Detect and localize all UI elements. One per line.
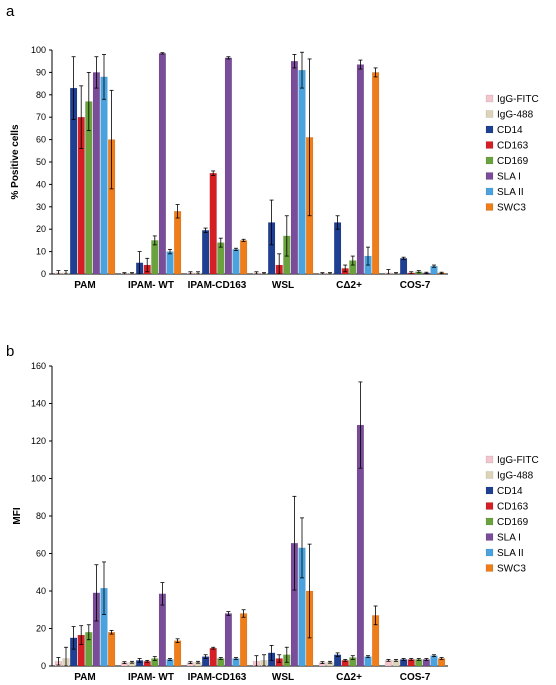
chart-a: 0 10 20 30 40 50 60 70 80 90 100 % Positive cells PA…: [10, 45, 539, 291]
chart-a-y-tick-label: 30: [36, 202, 46, 212]
chart-a-legend-label: SWC3: [497, 203, 526, 214]
chart-a-bar: [166, 251, 174, 275]
chart-a-y-tick-label: 70: [36, 112, 46, 122]
chart-b-category-label: IPAM- WT: [128, 672, 174, 683]
chart-a-y-tick-label: 80: [36, 90, 46, 100]
chart-b-y-tick-label: 0: [41, 661, 46, 671]
chart-b-y-tick-label: 80: [36, 511, 46, 521]
chart-a-legend-swatch: [485, 141, 494, 149]
chart-b-legend-label: CD169: [497, 517, 529, 528]
chart-a-category-label: WSL: [272, 280, 294, 291]
chart-a-legend-swatch: [485, 203, 494, 211]
chart-b-legend-swatch: [485, 517, 494, 526]
chart-a-legend-swatch: [485, 94, 494, 103]
chart-a-legend-swatch: [485, 156, 494, 165]
chart-a-bar: [209, 172, 217, 275]
panel-letter-a: a: [6, 3, 15, 20]
chart-b-bar: [209, 647, 217, 667]
chart-b-legend-label: IgG-488: [497, 471, 534, 482]
chart-a-bar: [232, 249, 240, 275]
chart-b-y-tick-label: 20: [36, 624, 46, 634]
chart-b-legend-swatch: [485, 471, 494, 479]
chart-b-legend-swatch: [485, 533, 494, 541]
chart-a-y-tick-label: 100: [31, 45, 46, 55]
chart-a-legend-label: SLA I: [497, 172, 521, 183]
chart-b-legend-swatch: [485, 455, 494, 464]
chart-b-legend-label: IgG-FITC: [497, 455, 539, 466]
chart-a-legend-label: IgG-FITC: [497, 94, 539, 105]
chart-a-legend-label: CD169: [497, 156, 529, 167]
chart-b-legend-label: SLA II: [497, 548, 524, 559]
chart-a-bar: [298, 69, 306, 275]
chart-a-legend-swatch: [485, 125, 494, 134]
chart-b-y-axis-title: MFI: [12, 507, 23, 524]
chart-a-legend-swatch: [485, 187, 494, 196]
chart-a-category-label: COS-7: [400, 280, 431, 291]
chart-a-bar: [201, 230, 210, 275]
chart-a-y-tick-label: 40: [36, 179, 46, 189]
chart-b-legend-swatch: [485, 486, 494, 495]
chart-b-y-tick-label: 120: [31, 436, 46, 446]
chart-b-category-label: CΔ2+: [336, 672, 362, 683]
chart-b-y-tick-label: 100: [31, 474, 46, 484]
chart-b-legend-label: SLA I: [497, 533, 521, 544]
chart-a-legend-label: CD163: [497, 141, 529, 152]
chart-a-y-tick-label: 20: [36, 224, 46, 234]
chart-b-y-tick-label: 160: [31, 361, 46, 371]
panel-letter-b: b: [6, 343, 14, 360]
chart-b-bar: [364, 656, 372, 667]
chart-a-category-label: PAM: [74, 280, 95, 291]
chart-b-bar: [239, 613, 248, 667]
chart-b-bar: [173, 640, 182, 667]
chart-b-legend-swatch: [485, 548, 494, 557]
chart-b-legend-label: CD163: [497, 502, 529, 513]
chart-a-y-tick-label: 50: [36, 157, 46, 167]
chart-a-y-axis-title: % Positive cells: [10, 124, 21, 199]
chart-b-y-tick-label: 40: [36, 586, 46, 596]
chart-b-y-tick-label: 60: [36, 549, 46, 559]
chart-a-bar: [356, 64, 365, 275]
chart-a-category-label: IPAM- WT: [128, 280, 174, 291]
chart-b-bar: [430, 655, 438, 667]
chart-b-legend-label: SWC3: [497, 564, 526, 575]
chart-b-legend-swatch: [485, 564, 494, 572]
chart-a-bar: [151, 240, 159, 275]
chart-a-legend-swatch: [485, 172, 494, 180]
chart-a-bar: [239, 240, 248, 275]
chart-a-y-tick-label: 90: [36, 67, 46, 77]
chart-b-category-label: WSL: [272, 672, 294, 683]
chart-b-category-label: IPAM-CD163: [188, 672, 247, 683]
chart-b-legend-label: CD14: [497, 486, 523, 497]
chart-a-bar: [100, 76, 108, 275]
chart-a-bar: [372, 72, 380, 275]
chart-a-bar: [173, 211, 182, 275]
chart-b-category-label: PAM: [74, 672, 95, 683]
chart-a-bar: [92, 72, 101, 275]
chart-a-bar: [290, 61, 299, 275]
chart-b-bar: [107, 632, 116, 667]
chart-a-category-label: CΔ2+: [336, 280, 362, 291]
chart-a-legend-label: CD14: [497, 125, 523, 136]
chart-a-y-tick-label: 60: [36, 135, 46, 145]
chart-a-y-tick-label: 0: [41, 269, 46, 279]
chart-a-bar: [400, 258, 408, 275]
chart-b: 0 20 40 60 80 100 120 140 160 MFI PAM IPAM- WT IPAM-…: [12, 361, 539, 683]
chart-b-y-tick-label: 140: [31, 399, 46, 409]
chart-a-bar: [224, 57, 233, 275]
chart-a-legend-label: SLA II: [497, 187, 524, 198]
chart-a-category-label: IPAM-CD163: [188, 280, 247, 291]
chart-a-bar: [158, 53, 167, 275]
chart-a-y-tick-label: 10: [36, 247, 46, 257]
chart-b-legend-swatch: [485, 502, 494, 510]
chart-a-bar: [334, 222, 342, 275]
chart-a-legend-swatch: [485, 110, 494, 118]
chart-a-legend-label: IgG-488: [497, 110, 534, 121]
chart-b-category-label: COS-7: [400, 672, 431, 683]
chart-b-bar: [224, 613, 233, 667]
